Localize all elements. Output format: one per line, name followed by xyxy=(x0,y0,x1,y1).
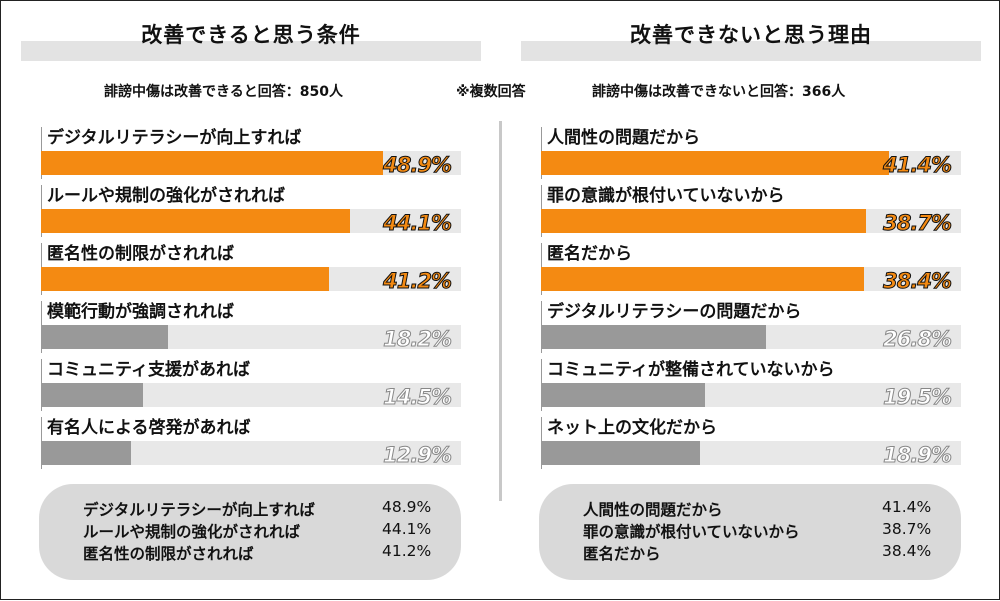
bar-row: コミュニティが整備されていないから 19.5% xyxy=(541,353,961,411)
title-bar xyxy=(521,41,981,61)
category-label: 模範行動が強調されれば xyxy=(47,302,234,322)
bar xyxy=(541,267,864,291)
category-label: コミュニティが整備されていないから xyxy=(547,360,835,380)
summary-box: デジタルリテラシーが向上すれば 48.9% ルールや規制の強化がされれば 44.1% 匿… xyxy=(39,484,461,580)
bar-track xyxy=(541,441,961,465)
bar-row: 模範行動が強調されれば 18.2% xyxy=(41,295,461,353)
summary-value: 48.9% xyxy=(382,498,432,516)
value-label: 12.9% xyxy=(383,443,453,468)
summary-label: 人間性の問題だから xyxy=(583,501,723,519)
value-label: 48.9% xyxy=(383,153,453,178)
value-label: 41.4% xyxy=(883,153,953,178)
category-label: コミュニティ支援があれば xyxy=(47,360,250,380)
bar-row: 匿名性の制限がされれば 41.2% xyxy=(41,237,461,295)
bar xyxy=(41,267,330,291)
bar-track xyxy=(41,209,461,233)
bar-row: デジタルリテラシーの問題だから 26.8% xyxy=(541,295,961,353)
bar xyxy=(41,209,350,233)
bar xyxy=(541,209,867,233)
bar-row: コミュニティ支援があれば 14.5% xyxy=(41,353,461,411)
bar-row: 匿名だから 38.4% xyxy=(541,237,961,295)
summary-value: 44.1% xyxy=(382,520,432,538)
bar-row: 人間性の問題だから 41.4% xyxy=(541,121,961,179)
bar-track xyxy=(541,209,961,233)
bar-row: デジタルリテラシーが向上すれば 48.9% xyxy=(41,121,461,179)
bar-row: 有名人による啓発があれば 12.9% xyxy=(41,411,461,469)
bar-list: 人間性の問題だから 41.4% 罪の意識が根付いていないから 38.7% 匿名だから 38… xyxy=(501,1,1000,471)
bar-track xyxy=(41,325,461,349)
value-label: 38.4% xyxy=(883,269,953,294)
bar-track xyxy=(41,151,461,175)
bar-row: ネット上の文化だから 18.9% xyxy=(541,411,961,469)
summary-value: 41.4% xyxy=(882,498,932,516)
summary-value: 41.2% xyxy=(382,542,432,560)
left-panel: 改善できると思う条件 誹謗中傷は改善できると回答：850人 デジタルリテラシーが… xyxy=(1,1,501,601)
multiple-answer-note: ※複数回答 xyxy=(456,84,526,100)
category-label: ネット上の文化だから xyxy=(547,418,717,438)
bar-track xyxy=(41,441,461,465)
bar-track xyxy=(41,267,461,291)
category-label: デジタルリテラシーが向上すれば xyxy=(47,128,302,148)
value-label: 44.1% xyxy=(383,211,453,236)
summary-label: ルールや規制の強化がされれば xyxy=(83,523,301,541)
bar-list: デジタルリテラシーが向上すれば 48.9% ルールや規制の強化がされれば 44.1% 匿… xyxy=(1,1,501,471)
value-label: 18.9% xyxy=(883,443,953,468)
category-label: 有名人による啓発があれば xyxy=(47,418,251,438)
bar xyxy=(541,151,889,175)
value-label: 14.5% xyxy=(383,385,453,410)
bar xyxy=(541,441,700,465)
category-label: 人間性の問題だから xyxy=(547,128,700,148)
value-label: 38.7% xyxy=(883,211,953,236)
bar-track xyxy=(541,383,961,407)
divider xyxy=(499,121,502,501)
right-panel: 改善できないと思う理由 誹謗中傷は改善できないと回答：366人 人間性の問題だか… xyxy=(501,1,1000,601)
bar-row: ルールや規制の強化がされれば 44.1% xyxy=(41,179,461,237)
value-label: 18.2% xyxy=(383,327,453,352)
chart-subtitle: 誹謗中傷は改善できると回答：850人 xyxy=(104,84,343,100)
bar-row: 罪の意識が根付いていないから 38.7% xyxy=(541,179,961,237)
category-label: 罪の意識が根付いていないから xyxy=(547,186,785,206)
summary-value: 38.4% xyxy=(882,542,932,560)
bar xyxy=(541,383,705,407)
bar xyxy=(541,325,767,349)
bar xyxy=(41,325,169,349)
summary-label: 匿名だから xyxy=(583,545,661,563)
bar-track xyxy=(541,151,961,175)
summary-label: デジタルリテラシーが向上すれば xyxy=(83,501,315,519)
chart-title: 改善できないと思う理由 xyxy=(630,23,872,47)
value-label: 19.5% xyxy=(883,385,953,410)
category-label: 匿名性の制限がされれば xyxy=(47,244,234,264)
bar-track xyxy=(541,267,961,291)
bar-track xyxy=(41,383,461,407)
category-label: ルールや規制の強化がされれば xyxy=(47,186,285,206)
chart-title: 改善できると思う条件 xyxy=(141,23,361,47)
summary-label: 罪の意識が根付いていないから xyxy=(583,523,800,541)
summary-value: 38.7% xyxy=(882,520,932,538)
summary-box: 人間性の問題だから 41.4% 罪の意識が根付いていないから 38.7% 匿名だから 38… xyxy=(539,484,961,580)
chart-subtitle: 誹謗中傷は改善できないと回答：366人 xyxy=(592,84,846,100)
bar xyxy=(41,441,132,465)
category-label: デジタルリテラシーの問題だから xyxy=(547,302,802,322)
value-label: 41.2% xyxy=(383,269,453,294)
summary-label: 匿名性の制限がされれば xyxy=(83,545,254,563)
title-bar xyxy=(21,41,481,61)
bar xyxy=(41,151,384,175)
bar-track xyxy=(541,325,961,349)
value-label: 26.8% xyxy=(883,327,953,352)
category-label: 匿名だから xyxy=(547,244,632,264)
bar xyxy=(41,383,143,407)
